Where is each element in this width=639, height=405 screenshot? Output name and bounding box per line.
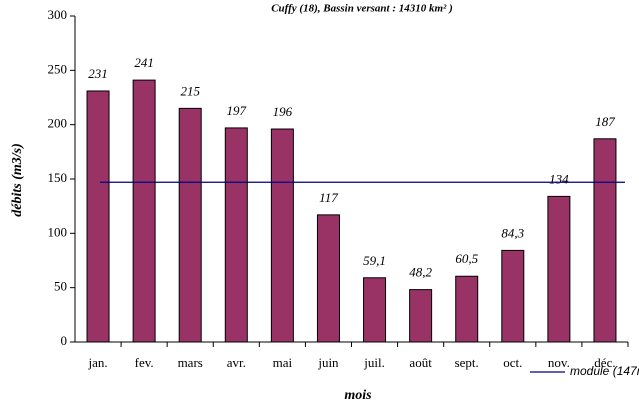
data-label: 48,2 xyxy=(409,265,432,280)
x-tick-label: fev. xyxy=(135,355,154,370)
bar xyxy=(270,128,294,343)
x-tick-label: jan. xyxy=(87,355,107,370)
bar xyxy=(547,195,571,343)
x-tick-label: mars xyxy=(178,355,203,370)
data-label: 84,3 xyxy=(501,225,524,240)
bar xyxy=(593,138,617,343)
y-tick-label: 200 xyxy=(48,116,68,131)
legend-label: module (147m3/s) xyxy=(570,364,639,378)
y-tick-label: 100 xyxy=(48,224,68,239)
x-tick-label: mai xyxy=(273,355,293,370)
bar xyxy=(363,277,387,343)
bar xyxy=(224,127,248,343)
data-label: 60,5 xyxy=(455,251,478,266)
x-tick-label: nov. xyxy=(548,355,570,370)
data-label: 196 xyxy=(273,104,293,119)
data-label: 231 xyxy=(88,66,108,81)
y-tick-label: 0 xyxy=(61,333,68,348)
data-label: 241 xyxy=(134,55,154,70)
x-tick-label: juin xyxy=(317,355,339,370)
bar xyxy=(409,289,433,343)
y-tick-label: 300 xyxy=(48,7,68,22)
data-label: 187 xyxy=(595,114,615,129)
y-tick-label: 50 xyxy=(54,279,67,294)
y-tick-label: 250 xyxy=(48,61,68,76)
bar xyxy=(501,249,525,343)
x-tick-label: déc. xyxy=(594,355,615,370)
data-label: 215 xyxy=(180,83,200,98)
data-label: 117 xyxy=(319,190,338,205)
chart-title: Cuffy (18), Bassin versant : 14310 km² ) xyxy=(271,3,453,15)
y-tick-label: 150 xyxy=(48,170,68,185)
x-tick-label: avr. xyxy=(227,355,246,370)
y-axis-label: débits (m3/s) xyxy=(10,143,25,217)
data-label: 59,1 xyxy=(363,253,386,268)
x-tick-label: juil. xyxy=(363,355,385,370)
bar xyxy=(178,107,202,343)
bar xyxy=(86,90,110,343)
bar xyxy=(455,275,479,343)
x-axis-label: mois xyxy=(344,388,372,403)
data-label: 134 xyxy=(549,171,569,186)
x-tick-label: sept. xyxy=(455,355,479,370)
data-label: 197 xyxy=(227,103,247,118)
bar xyxy=(132,79,156,343)
x-tick-label: août xyxy=(409,355,432,370)
bar xyxy=(316,214,340,343)
x-tick-label: oct. xyxy=(503,355,522,370)
